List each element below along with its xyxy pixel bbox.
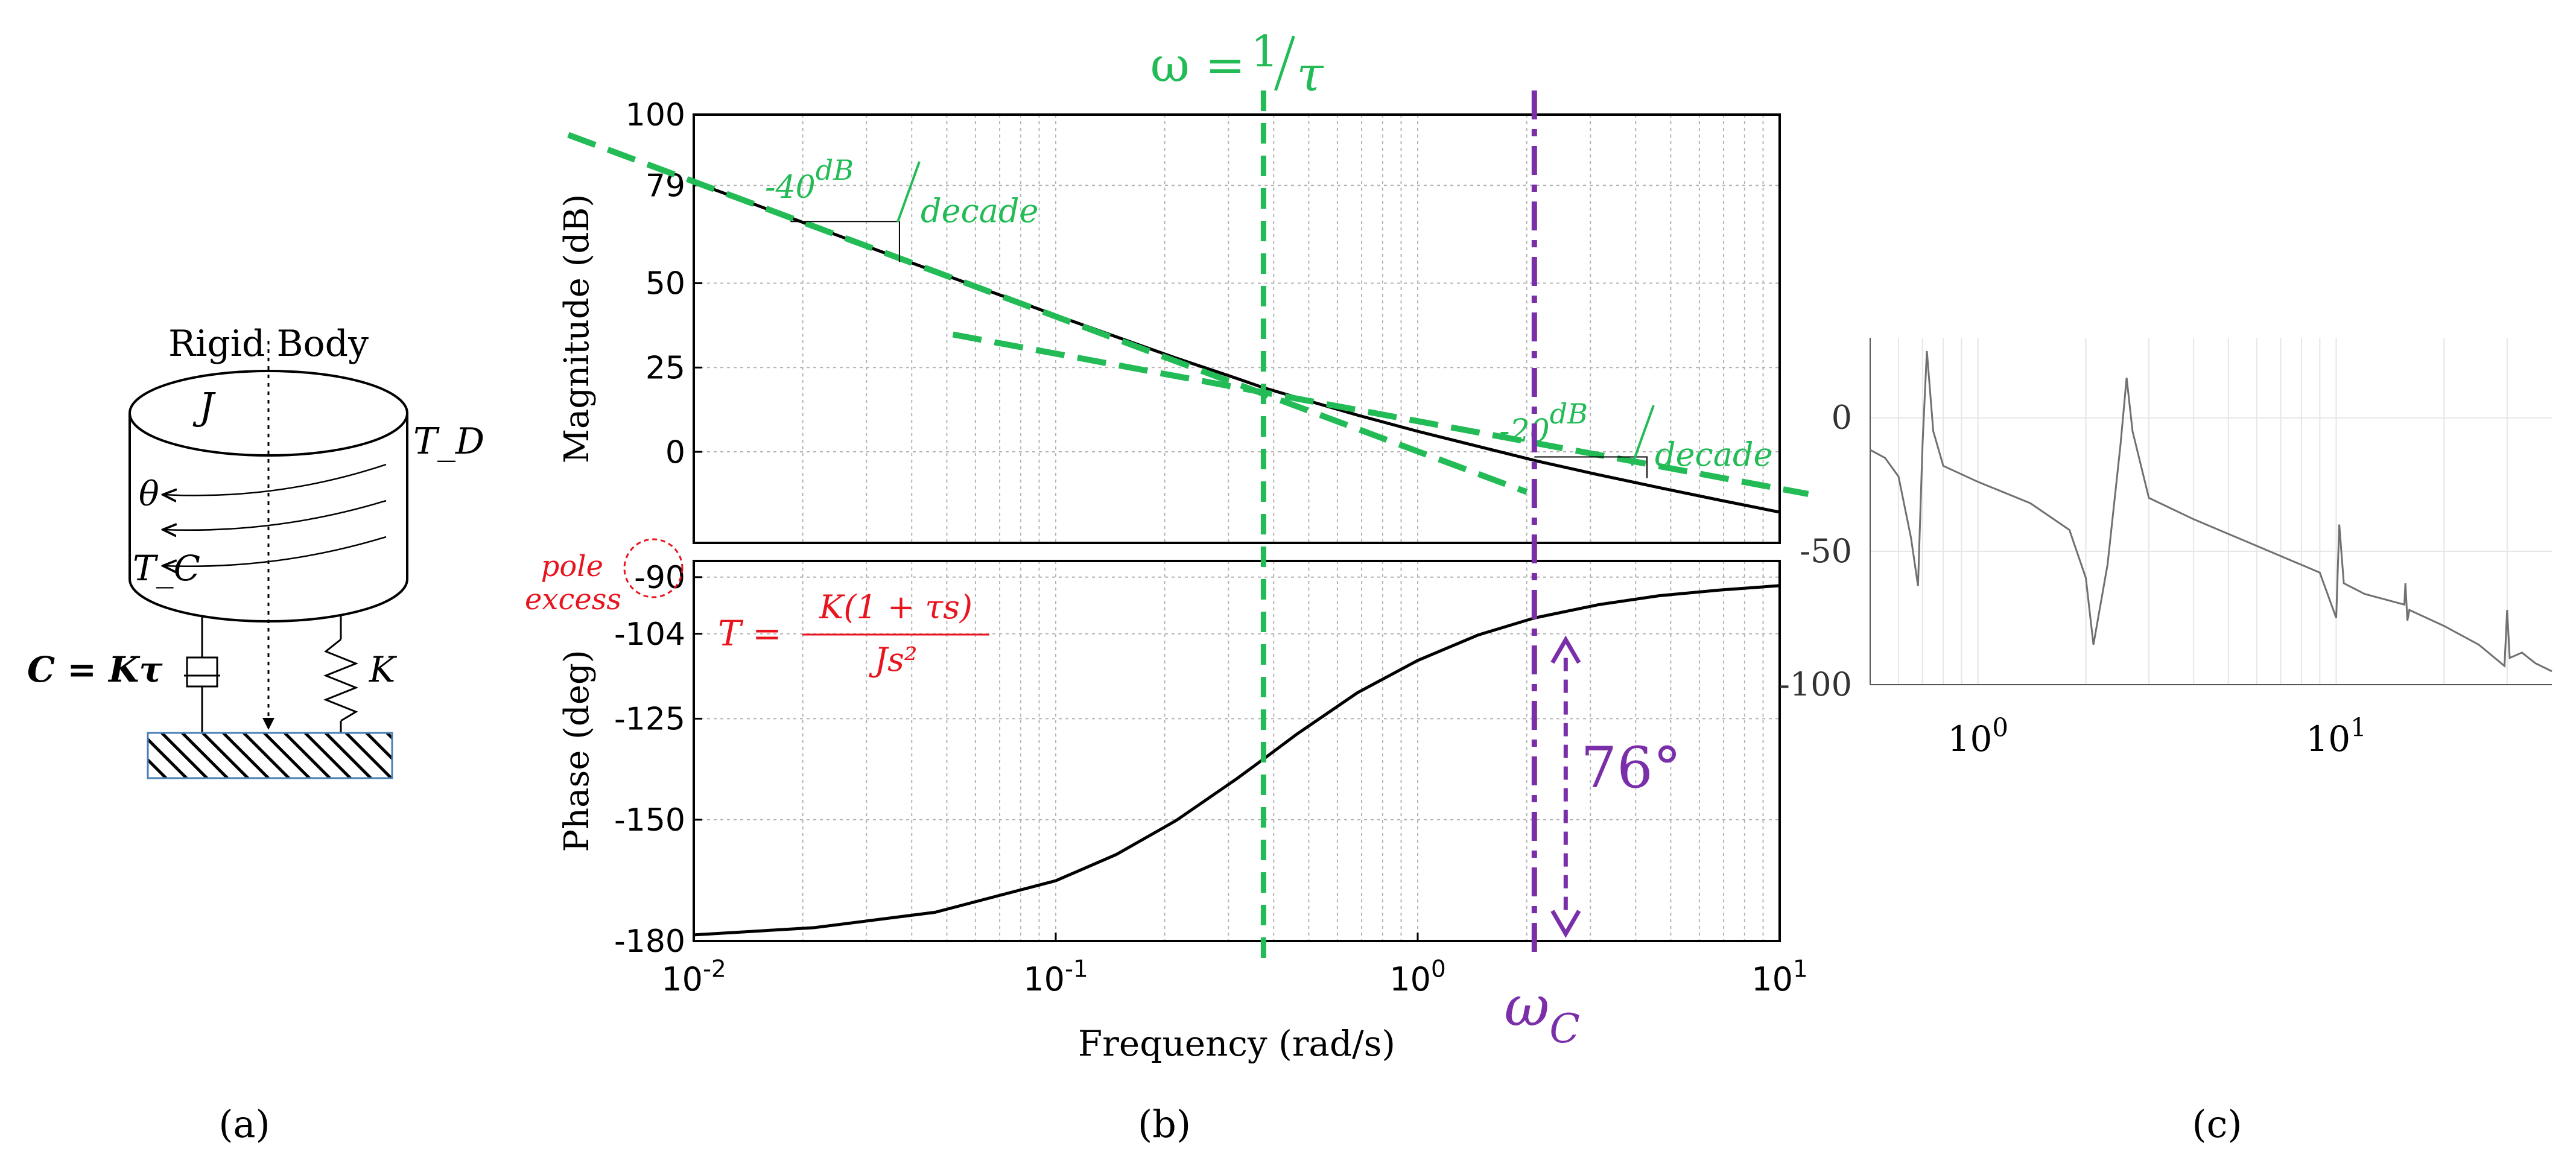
y-tick-label: -90 [634, 560, 685, 596]
disturbance-label: T_D [413, 420, 484, 463]
magnitude-axis-label: Magnitude (dB) [557, 194, 597, 464]
damper-icon [186, 656, 218, 688]
y-tick-label: -125 [614, 702, 685, 738]
cylinder-top [128, 370, 408, 457]
phase-frame [693, 560, 1781, 942]
title-num: 1 [1251, 26, 1279, 77]
arrow-up-icon [1550, 635, 1581, 664]
phase-curve [693, 584, 1780, 937]
y-tick-label: 25 [646, 350, 685, 386]
x-tick-label: 101 [2306, 713, 2366, 759]
slope-label-20: -20dB decade [1499, 398, 1773, 474]
slope-bracket-20 [1534, 456, 1648, 478]
slope-bracket-40 [790, 221, 900, 262]
pole-excess-word2: excess [525, 583, 621, 616]
panel-label-a: (a) [218, 1102, 270, 1146]
ground-hatch [147, 732, 393, 779]
asymptote-line-40db [567, 131, 1528, 495]
x-tick-label: 10-2 [661, 955, 726, 998]
slope-divider [1631, 405, 1655, 466]
frequency-axis-label: Frequency (rad/s) [1078, 1023, 1395, 1064]
rigid-body-diagram: Rigid Body J T_D θ T_C C = Kτ K [27, 323, 484, 779]
control-torque-label: T_C [133, 548, 200, 589]
x-tick-label: 100 [1389, 955, 1445, 998]
title-lhs: ω = [1150, 37, 1246, 93]
x-tick-label: 100 [1948, 713, 2008, 759]
panel-label-c: (c) [2192, 1102, 2242, 1146]
magnitude-curve [694, 180, 1780, 514]
phase-axis-label: Phase (deg) [557, 650, 597, 852]
panel-labels: (a) (b) (c) [218, 1102, 2242, 1146]
arrow-down-icon [1550, 910, 1581, 938]
panel-label-b: (b) [1138, 1102, 1191, 1146]
slope-per: decade [921, 192, 1039, 230]
transfer-function: T = K(1 + τs) Js² [718, 588, 989, 679]
y-tick-label: -180 [614, 924, 685, 960]
damper-equation: C = Kτ [27, 649, 163, 690]
slope-value: -40dB [765, 154, 854, 206]
rotation-arrows [163, 463, 387, 566]
x-tick-label: 10-1 [1023, 955, 1088, 998]
y-tick-label: 50 [646, 266, 685, 302]
title-den: τ [1296, 46, 1324, 102]
crossover-label: ωC [1504, 974, 1580, 1052]
asymptote-line-20db [952, 331, 1809, 497]
y-tick-label: -104 [614, 616, 685, 653]
tf-denominator: Js² [868, 641, 917, 679]
title-slash [1274, 36, 1295, 91]
tf-numerator: K(1 + τs) [819, 588, 972, 626]
y-tick-label: 100 [626, 97, 685, 133]
slope-per: decade [1655, 436, 1773, 474]
magnitude-frame [693, 113, 1781, 544]
pole-excess-circle [623, 538, 684, 598]
y-tick-label: -150 [614, 802, 685, 838]
pole-excess-word1: pole [541, 550, 603, 583]
x-tick-label: 101 [1751, 955, 1807, 998]
spring-icon [323, 638, 359, 722]
slope-label-40: -40dB decade [765, 154, 1039, 230]
flexible-response-curve [1870, 350, 2552, 673]
y-tick-label: -50 [1800, 532, 1852, 570]
angle-label: θ [139, 475, 159, 514]
y-tick-label: 0 [665, 434, 685, 471]
spring-label: K [369, 649, 398, 690]
y-tick-label: -100 [1779, 665, 1852, 703]
tf-lhs: T = [718, 613, 782, 654]
y-tick-label: 0 [1832, 399, 1852, 437]
flexible-response-plot: 0 -50 -100 100 101 [1779, 338, 2552, 759]
axis-arrow-icon [262, 718, 274, 730]
slope-value: -20dB [1499, 398, 1588, 449]
phase-margin-label: 76° [1581, 735, 1681, 801]
slope-divider [896, 161, 921, 223]
